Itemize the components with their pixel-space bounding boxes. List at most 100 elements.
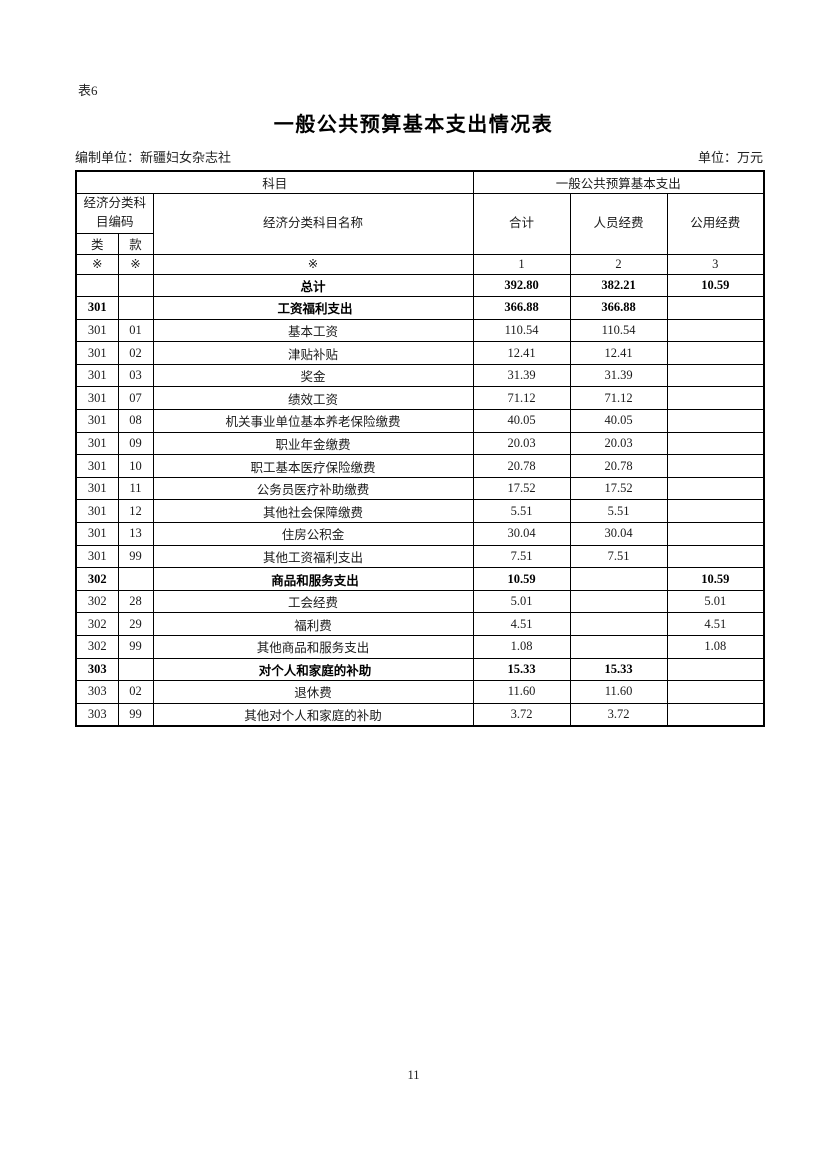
cell-item-name: 奖金 [152,363,474,388]
cell-total: 71.12 [472,386,571,411]
cell-class-code: 301 [75,454,119,478]
header-subject-group: 科目 [75,170,474,194]
cell-public [666,657,765,682]
cell-section-code: 29 [117,612,154,636]
page-number: 11 [407,1068,420,1082]
cell-public: 4.51 [666,612,765,636]
cell-class-code: 302 [75,612,119,636]
cell-item-name: 福利费 [152,612,474,636]
table-row: 303 99 其他对个人和家庭的补助 3.72 3.72 [75,702,765,727]
cell-class-code: 301 [75,476,119,501]
cell-personnel: 20.78 [569,454,668,478]
cell-public [666,454,765,478]
cell-class-code: 303 [75,680,119,704]
cell-personnel [569,635,668,659]
header-name-col: 经济分类科目名称 [152,192,474,255]
cell-personnel: 20.03 [569,431,668,456]
table-row: 301 09 职业年金缴费 20.03 20.03 [75,431,765,456]
table-label: 表6 [78,83,98,98]
header-code-group-line2: 目编码 [95,215,134,229]
cell-personnel: 17.52 [569,476,668,501]
cell-item-name: 住房公积金 [152,522,474,546]
cell-public [666,702,765,727]
cell-public [666,318,765,343]
cell-class-code: 301 [75,544,119,569]
cell-total: 31.39 [472,363,571,388]
table-row: 301 02 津贴补贴 12.41 12.41 [75,341,765,365]
cell-personnel: 7.51 [569,544,668,569]
cell-section-code: 01 [117,318,154,343]
cell-item-name: 其他社会保障缴费 [152,499,474,524]
cell-class-code [75,273,119,298]
table-row: 302 99 其他商品和服务支出 1.08 1.08 [75,635,765,659]
cell-class-code: 301 [75,499,119,524]
cell-public: 10.59 [666,567,765,591]
marker-section: ※ [117,253,154,275]
cell-class-code: 301 [75,522,119,546]
cell-section-code: 10 [117,454,154,478]
cell-public [666,386,765,411]
cell-public [666,499,765,524]
cell-item-name: 机关事业单位基本养老保险缴费 [152,409,474,433]
cell-class-code: 301 [75,341,119,365]
cell-section-code [117,296,154,320]
cell-public [666,522,765,546]
cell-personnel: 3.72 [569,702,668,727]
cell-total: 392.80 [472,273,571,298]
table-row: 302 29 福利费 4.51 4.51 [75,612,765,636]
table-row: 301 工资福利支出 366.88 366.88 [75,296,765,320]
header-marker-row: ※ ※ ※ 1 2 3 [75,253,765,275]
table-row: 303 对个人和家庭的补助 15.33 15.33 [75,657,765,682]
cell-item-name: 津贴补贴 [152,341,474,365]
cell-public [666,476,765,501]
cell-item-name: 绩效工资 [152,386,474,411]
cell-section-code: 99 [117,702,154,727]
header-code-group-line1: 经济分类科 [83,196,146,210]
table-row: 301 12 其他社会保障缴费 5.51 5.51 [75,499,765,524]
header-code-group: 经济分类科 目编码 [75,192,154,234]
header-columns-row: 经济分类科 目编码 经济分类科目名称 合计 人员经费 公用经费 [75,192,765,255]
cell-item-name: 职工基本医疗保险缴费 [152,454,474,478]
cell-total: 7.51 [472,544,571,569]
cell-item-name: 基本工资 [152,318,474,343]
cell-public [666,680,765,704]
header-class-col: 类 [75,232,119,255]
cell-section-code: 07 [117,386,154,411]
cell-personnel: 5.51 [569,499,668,524]
cell-section-code: 02 [117,341,154,365]
cell-item-name: 公务员医疗补助缴费 [152,476,474,501]
cell-item-name: 总计 [152,273,474,298]
table-row: 301 11 公务员医疗补助缴费 17.52 17.52 [75,476,765,501]
table-row: 303 02 退休费 11.60 11.60 [75,680,765,704]
cell-total: 20.78 [472,454,571,478]
cell-total: 1.08 [472,635,571,659]
cell-class-code: 303 [75,657,119,682]
cell-total: 5.51 [472,499,571,524]
table-row: 301 01 基本工资 110.54 110.54 [75,318,765,343]
cell-item-name: 其他对个人和家庭的补助 [152,702,474,727]
cell-section-code [117,567,154,591]
cell-class-code: 302 [75,635,119,659]
cell-item-name: 其他商品和服务支出 [152,635,474,659]
cell-class-code: 302 [75,567,119,591]
cell-section-code: 28 [117,589,154,614]
cell-class-code: 301 [75,363,119,388]
table-row: 301 03 奖金 31.39 31.39 [75,363,765,388]
header-public-col: 公用经费 [666,192,765,255]
marker-name: ※ [152,253,474,275]
cell-total: 12.41 [472,341,571,365]
table-row: 302 商品和服务支出 10.59 10.59 [75,567,765,591]
header-budget-group: 一般公共预算基本支出 [472,170,765,194]
cell-class-code: 301 [75,296,119,320]
cell-personnel: 11.60 [569,680,668,704]
table-row: 301 99 其他工资福利支出 7.51 7.51 [75,544,765,569]
table-row: 301 13 住房公积金 30.04 30.04 [75,522,765,546]
table-header: 科目 一般公共预算基本支出 经济分类科 目编码 经济分类科目名称 合计 人员经费… [75,170,765,275]
cell-class-code: 303 [75,702,119,727]
cell-personnel [569,589,668,614]
cell-class-code: 301 [75,386,119,411]
cell-total: 15.33 [472,657,571,682]
cell-section-code: 99 [117,635,154,659]
cell-item-name: 对个人和家庭的补助 [152,657,474,682]
cell-section-code: 02 [117,680,154,704]
